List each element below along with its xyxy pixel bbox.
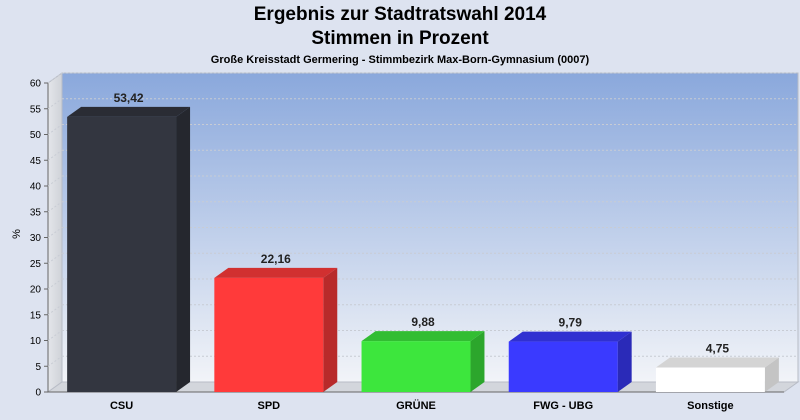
y-tick-label: 15 [30,310,42,321]
y-tick-label: 35 [30,207,42,218]
bar-side [176,106,191,393]
bar: 53,42 [67,91,191,393]
y-tick-label: 40 [30,182,42,193]
grid-line [47,175,798,187]
y-axis-label: % [11,229,23,239]
bar: 9,88 [361,315,485,392]
bar-front [67,116,177,393]
bar-value-label: 9,88 [411,315,435,329]
bar-top [655,357,779,368]
grid-line [47,304,798,316]
grid-line [47,227,798,238]
bar-front [655,367,765,392]
x-axis: CSU SPD GRÜNE FWG - UBG Sonstige [110,399,734,412]
y-tick-label: 20 [30,285,42,296]
grid-line [47,72,798,84]
bar-value-label: 4,75 [706,342,730,356]
bar: 22,16 [214,252,338,392]
x-tick-label: GRÜNE [396,399,436,412]
y-tick-label: 25 [30,259,42,270]
grid-line [47,278,798,290]
y-tick-label: 30 [30,233,42,244]
grid-line [47,124,798,135]
y-tick-label: 0 [35,388,41,399]
bar: 4,75 [655,342,779,392]
y-axis: 0 5 10 15 20 25 30 35 40 45 50 55 60 [30,79,48,399]
bar: 9,79 [508,316,632,392]
bar-top [67,106,191,117]
bar-value-label: 9,79 [559,316,583,330]
x-tick-label: SPD [257,400,280,412]
grid-line [47,201,798,213]
bar-top [508,331,632,342]
grid-lines [47,72,798,367]
bars: 53,42 22,16 9,88 9,79 4,75 [67,91,779,393]
bar-value-label: 22,16 [261,252,291,266]
chart-caption: Große Kreisstadt Germering - Stimmbezirk… [210,54,590,66]
y-tick-label: 10 [30,336,42,347]
grid-line [47,149,798,161]
bar-value-label: 53,42 [114,91,144,105]
bar-top [214,267,338,278]
bar-side [764,357,779,392]
chart-title: Ergebnis zur Stadtratswahl 2014 [253,4,547,25]
y-tick-label: 55 [30,104,42,115]
chart-subtitle: Stimmen in Prozent [311,28,489,49]
bar-top [361,331,485,342]
bar-front [508,341,618,392]
x-tick-label: Sonstige [687,400,733,412]
bar-front [214,277,324,392]
grid-line [47,252,798,264]
y-tick-label: 60 [30,79,42,90]
x-tick-label: CSU [110,400,133,412]
bar-side [470,331,485,392]
y-tick-label: 45 [30,156,42,167]
y-tick-label: 50 [30,130,42,141]
x-tick-label: FWG - UBG [533,400,593,412]
bar-side [617,331,632,392]
bar-side [323,267,338,392]
bar-front [361,341,471,392]
grid-line [47,330,798,341]
y-tick-label: 5 [35,362,41,373]
grid-line [47,98,798,110]
